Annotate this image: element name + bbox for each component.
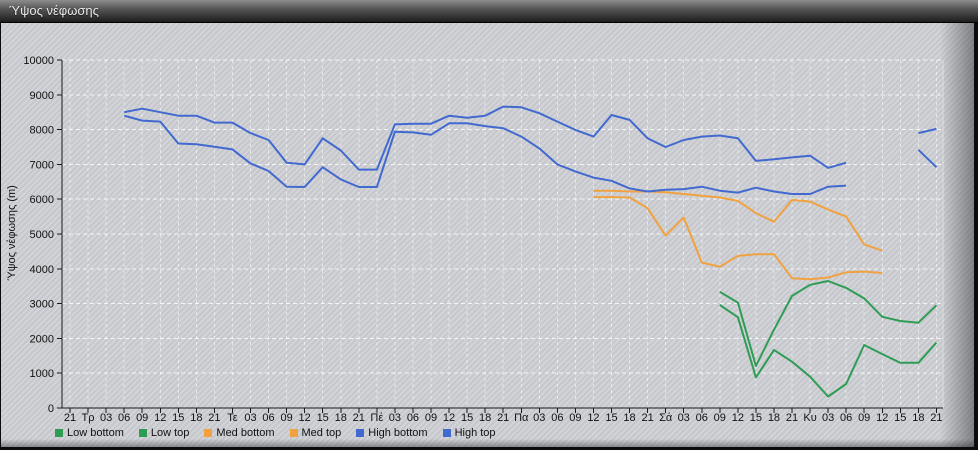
x-tick-label: 21	[930, 412, 942, 424]
y-tick-label: 2000	[30, 333, 54, 345]
x-tick-label: Πα	[514, 412, 529, 424]
series-line-med-top	[593, 189, 883, 252]
x-tick-label: 06	[551, 412, 563, 424]
y-tick-label: 0	[48, 403, 54, 415]
legend-label-low-top: Low top	[150, 427, 190, 439]
y-tick-label: 3000	[30, 299, 54, 311]
x-tick-label: 15	[461, 412, 473, 424]
x-tick-label: 06	[118, 412, 130, 424]
x-tick-label: 18	[623, 412, 635, 424]
x-tick-label: 03	[822, 412, 834, 424]
legend-marker-low-top	[138, 429, 147, 437]
x-tick-label: 06	[407, 412, 419, 424]
legend-label-med-bottom: Med bottom	[216, 427, 275, 439]
chart-title: Ύψος νέφωσης	[9, 3, 99, 18]
x-tick-label: 15	[750, 412, 762, 424]
title-bar: Ύψος νέφωσης	[0, 0, 978, 23]
chart-canvas: 0 1000 2000 3000 4000 5000 6000 7000 8000 9000 100…	[6, 55, 944, 424]
legend-item-high-bottom: High bottom	[356, 427, 428, 439]
x-tick-label: 15	[894, 412, 906, 424]
x-tick-label: 21	[786, 412, 798, 424]
x-tick-label: Κυ	[803, 412, 816, 424]
x-tick-label: 18	[190, 412, 202, 424]
y-tick-label: 6000	[30, 194, 54, 206]
x-tick-label: 12	[443, 412, 455, 424]
y-tick-label: 8000	[30, 125, 54, 137]
y-tick-label: 5000	[30, 229, 54, 241]
legend-marker-high-bottom	[356, 429, 365, 437]
legend-marker-low-bottom	[55, 429, 63, 437]
x-tick-label: 09	[425, 412, 437, 424]
series-line-low-bottom	[719, 304, 938, 398]
x-tick-label: Σά	[659, 412, 673, 424]
legend-item-low-bottom: Low bottom	[55, 427, 124, 439]
x-tick-label: 15	[605, 412, 617, 424]
legend-label-low-bottom: Low bottom	[67, 427, 124, 439]
x-tick-label: 09	[569, 412, 581, 424]
legend-item-med-bottom: Med bottom	[204, 427, 275, 439]
x-tick-label: 03	[678, 412, 690, 424]
x-tick-label: 06	[840, 412, 852, 424]
legend-marker-med-bottom	[204, 429, 213, 437]
x-tick-label: 15	[172, 412, 184, 424]
series-line-high-top	[124, 105, 847, 171]
x-tick-label: 21	[641, 412, 653, 424]
series-line-med-bottom	[593, 196, 883, 281]
legend-marker-med-top	[289, 429, 298, 437]
y-tick-label: 7000	[30, 159, 54, 171]
x-tick-label: 09	[858, 412, 870, 424]
y-tick-label: 9000	[30, 90, 54, 102]
x-tick-label: 12	[154, 412, 166, 424]
legend-marker-high-top	[442, 429, 451, 437]
series-line-low-top	[719, 280, 938, 367]
x-tick-label: 12	[299, 412, 311, 424]
x-tick-label: 09	[714, 412, 726, 424]
x-tick-label: 18	[335, 412, 347, 424]
y-axis-title: Ύψος νέφωσης (m)	[6, 185, 18, 281]
x-tick-label: 18	[479, 412, 491, 424]
legend: Low bottom Low top Med bottom Med top High b…	[55, 427, 496, 439]
series-line-high-bottom	[917, 149, 938, 168]
x-tick-label: 12	[876, 412, 888, 424]
y-tick-label: 10000	[23, 55, 54, 67]
x-tick-label: 06	[696, 412, 708, 424]
legend-item-high-top: High top	[442, 427, 496, 439]
x-tick-label: Τε	[227, 412, 238, 424]
x-tick-label: 06	[262, 412, 274, 424]
x-tick-label: 21	[353, 412, 365, 424]
x-tick-label: 18	[912, 412, 924, 424]
legend-label-high-bottom: High bottom	[368, 427, 428, 439]
chart-area: 0 1000 2000 3000 4000 5000 6000 7000 8000 9000 100…	[1, 23, 974, 447]
x-tick-label: 12	[732, 412, 744, 424]
y-tick-label: 4000	[30, 264, 54, 276]
series-line-high-top	[918, 127, 937, 135]
legend-label-high-top: High top	[454, 427, 496, 439]
x-tick-label: Τρ	[82, 412, 95, 424]
legend-label-med-top: Med top	[301, 427, 342, 439]
legend-item-low-top: Low top	[138, 427, 190, 439]
series-line-high-bottom	[123, 114, 847, 195]
x-tick-label: 03	[533, 412, 545, 424]
x-tick-label: 21	[208, 412, 220, 424]
legend-item-med-top: Med top	[289, 427, 342, 439]
x-tick-label: 12	[587, 412, 599, 424]
x-tick-label: 03	[100, 412, 112, 424]
x-tick-label: 21	[64, 412, 76, 424]
x-tick-label: 03	[389, 412, 401, 424]
x-tick-label: Πέ	[370, 412, 383, 424]
x-tick-label: 21	[497, 412, 509, 424]
x-tick-label: 03	[244, 412, 256, 424]
x-tick-label: 15	[317, 412, 329, 424]
x-tick-label: 09	[136, 412, 148, 424]
y-tick-label: 1000	[30, 368, 54, 380]
x-tick-label: 09	[280, 412, 292, 424]
x-tick-label: 18	[768, 412, 780, 424]
